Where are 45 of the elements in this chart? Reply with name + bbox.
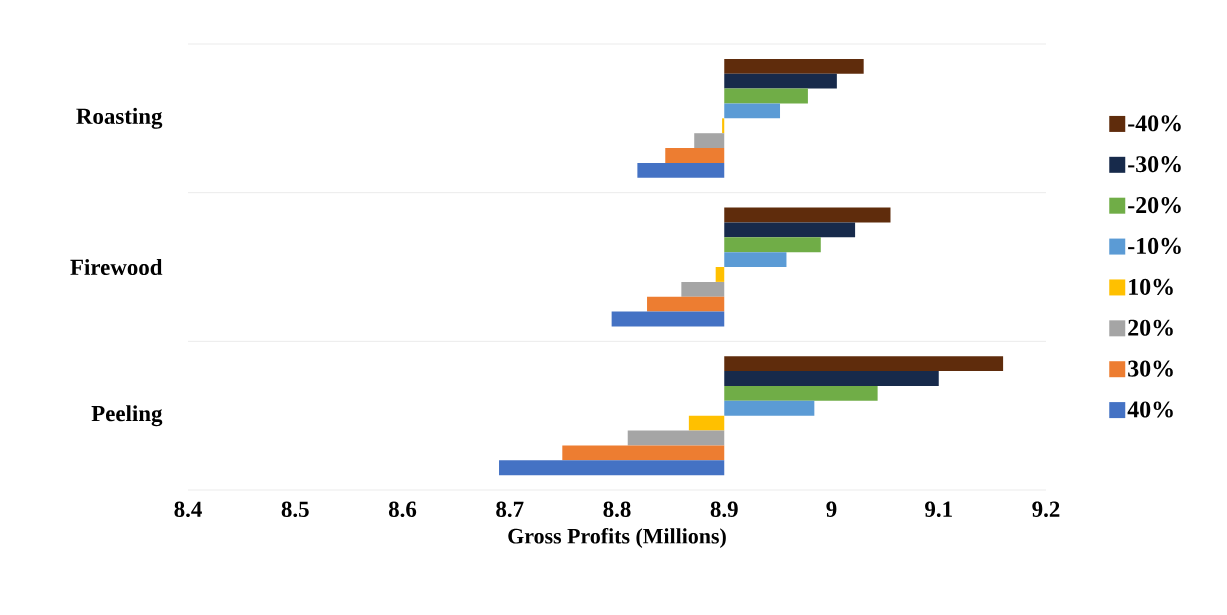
x-tick-label: 8.7: [496, 501, 524, 518]
bar: [724, 237, 821, 253]
bar: [722, 118, 725, 134]
bar: [724, 252, 787, 268]
bar: [715, 267, 725, 282]
y-tick-label: Roasting: [76, 107, 163, 129]
x-tick-label: 8.4: [174, 501, 202, 518]
x-tick-label: 8.8: [603, 501, 631, 518]
bar: [724, 371, 939, 386]
bar: [724, 400, 815, 416]
bar: [647, 296, 725, 312]
bar: [681, 281, 725, 297]
legend-label: -30%: [1128, 156, 1181, 173]
bar: [688, 415, 725, 431]
bar: [724, 73, 837, 89]
legend-label: -10%: [1128, 237, 1181, 255]
legend-label: -20%: [1128, 196, 1181, 214]
bar: [724, 356, 1004, 372]
bar: [562, 445, 725, 461]
bar: [724, 103, 781, 119]
x-tick-label: 8.9: [710, 501, 738, 518]
x-tick-label: 9.1: [925, 501, 952, 518]
x-tick-label: 8.5: [281, 501, 309, 518]
x-axis-title: Gross Profits (Millions): [508, 527, 726, 549]
legend-label: -40%: [1128, 115, 1181, 132]
bar: [724, 222, 856, 238]
legend-label: 10%: [1129, 278, 1173, 295]
bar: [627, 430, 725, 446]
x-tick-label: 8.6: [388, 501, 417, 518]
bar: [611, 311, 725, 327]
y-tick-label: Firewood: [70, 258, 163, 276]
legend-label: 40%: [1127, 401, 1173, 418]
x-tick-label: 9: [826, 501, 837, 517]
bar: [499, 460, 725, 476]
legend-label: 30%: [1128, 360, 1173, 377]
x-tick-label: 9.2: [1032, 501, 1060, 518]
bar: [724, 207, 891, 223]
legend-label: 20%: [1128, 319, 1173, 336]
bar: [724, 58, 864, 74]
bar: [724, 385, 878, 401]
y-tick-label: Peeling: [91, 405, 163, 427]
bar: [665, 148, 725, 163]
bar: [637, 162, 725, 178]
bar: [724, 88, 808, 104]
bar: [694, 133, 725, 149]
